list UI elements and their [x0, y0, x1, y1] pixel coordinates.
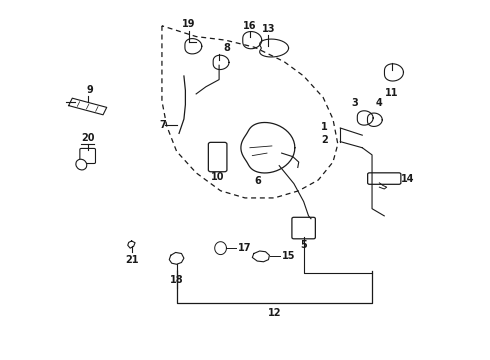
- Text: 13: 13: [262, 24, 275, 34]
- Text: 4: 4: [376, 98, 383, 108]
- Text: 21: 21: [125, 255, 138, 265]
- FancyBboxPatch shape: [208, 142, 227, 172]
- FancyBboxPatch shape: [80, 148, 96, 163]
- Text: 1: 1: [321, 122, 328, 132]
- Ellipse shape: [76, 159, 87, 170]
- Text: 14: 14: [401, 174, 415, 184]
- FancyBboxPatch shape: [368, 173, 401, 184]
- Text: 6: 6: [255, 176, 262, 186]
- Text: 18: 18: [170, 275, 183, 285]
- Text: 3: 3: [352, 98, 358, 108]
- Text: 7: 7: [159, 121, 166, 130]
- Text: 19: 19: [182, 19, 196, 30]
- Text: 9: 9: [87, 85, 94, 95]
- Text: 16: 16: [243, 21, 257, 31]
- Text: 11: 11: [385, 88, 398, 98]
- Text: 10: 10: [211, 172, 224, 182]
- Text: 15: 15: [282, 251, 295, 261]
- Text: 2: 2: [321, 135, 328, 145]
- Text: 5: 5: [300, 240, 307, 250]
- FancyBboxPatch shape: [292, 217, 316, 239]
- Text: 17: 17: [238, 243, 251, 253]
- Text: 12: 12: [268, 309, 281, 318]
- Text: 20: 20: [81, 133, 95, 143]
- Text: 8: 8: [223, 44, 230, 53]
